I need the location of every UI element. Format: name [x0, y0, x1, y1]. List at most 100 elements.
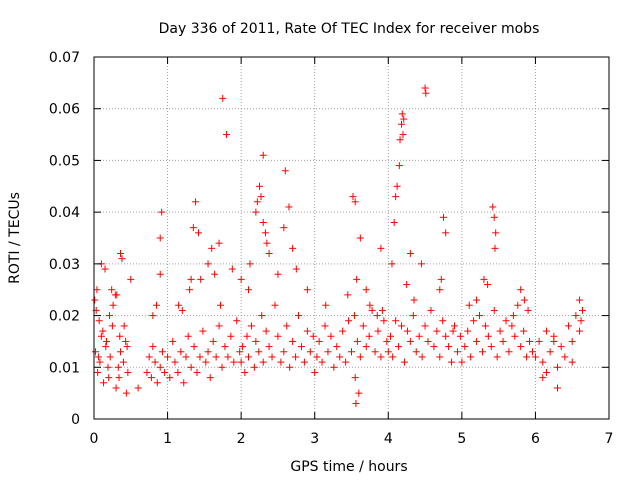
- data-point: [572, 312, 580, 320]
- data-point: [252, 208, 260, 216]
- data-point: [467, 353, 475, 361]
- data-point: [292, 265, 300, 273]
- data-point: [227, 332, 235, 340]
- data-point: [193, 368, 201, 376]
- data-point: [490, 213, 498, 221]
- data-point: [277, 358, 285, 366]
- data-point: [377, 353, 385, 361]
- data-point: [103, 337, 111, 345]
- data-point: [174, 368, 182, 376]
- data-point: [362, 286, 370, 294]
- data-point: [280, 224, 288, 232]
- data-point: [473, 337, 481, 345]
- data-point: [410, 296, 418, 304]
- data-point: [106, 353, 114, 361]
- data-point: [259, 358, 267, 366]
- data-point: [395, 162, 403, 170]
- data-point: [164, 353, 172, 361]
- data-point: [224, 353, 232, 361]
- data-point: [528, 348, 536, 356]
- data-point: [250, 363, 258, 371]
- data-point: [554, 384, 561, 392]
- grid-lines: [94, 57, 609, 419]
- data-point: [352, 399, 360, 407]
- data-point: [169, 337, 177, 345]
- data-point: [313, 353, 321, 361]
- data-point: [297, 343, 305, 351]
- data-point: [134, 384, 142, 392]
- data-point: [247, 322, 255, 330]
- data-point: [412, 348, 420, 356]
- data-point: [233, 317, 241, 325]
- data-point: [333, 343, 341, 351]
- data-point: [187, 363, 195, 371]
- data-point: [539, 358, 547, 366]
- data-point: [184, 332, 192, 340]
- data-point: [362, 343, 370, 351]
- data-point: [524, 306, 532, 314]
- data-point: [97, 332, 105, 340]
- data-point: [398, 110, 406, 118]
- data-point: [123, 343, 131, 351]
- data-point: [105, 374, 113, 382]
- data-point: [353, 337, 361, 345]
- data-point: [421, 84, 429, 92]
- data-point: [568, 358, 576, 366]
- data-point: [561, 353, 569, 361]
- data-point: [514, 301, 522, 309]
- data-point: [568, 337, 576, 345]
- data-point: [105, 312, 113, 320]
- data-point: [542, 327, 550, 335]
- data-point: [311, 368, 319, 376]
- data-point: [442, 332, 450, 340]
- data-point: [211, 270, 219, 278]
- data-point: [465, 301, 473, 309]
- data-point: [156, 270, 164, 278]
- y-tick-label: 0.01: [49, 360, 80, 376]
- data-point: [324, 348, 332, 356]
- data-point: [433, 327, 441, 335]
- data-point: [437, 275, 445, 283]
- data-point: [295, 312, 303, 320]
- data-point: [550, 337, 558, 345]
- y-axis-label: ROTI / TECUs: [7, 192, 23, 284]
- x-tick-label: 5: [457, 431, 466, 447]
- y-tick-label: 0.03: [49, 257, 80, 273]
- data-point: [182, 353, 190, 361]
- data-point: [330, 363, 338, 371]
- data-point: [111, 291, 119, 299]
- data-point: [209, 337, 217, 345]
- data-point: [417, 260, 425, 268]
- data-point: [180, 379, 188, 387]
- data-point: [351, 374, 359, 382]
- y-tick-label: 0.05: [49, 153, 80, 169]
- data-point: [256, 182, 264, 190]
- data-point: [255, 348, 263, 356]
- data-point: [190, 343, 198, 351]
- data-point: [318, 358, 326, 366]
- data-point: [171, 358, 179, 366]
- data-point: [237, 358, 245, 366]
- data-point: [396, 136, 404, 144]
- data-point: [378, 306, 386, 314]
- data-point: [280, 348, 288, 356]
- data-point: [406, 250, 414, 258]
- x-tick-label: 4: [384, 431, 393, 447]
- data-point: [456, 332, 464, 340]
- data-point: [351, 198, 359, 206]
- data-point: [178, 306, 186, 314]
- data-point: [499, 337, 507, 345]
- data-point: [502, 317, 510, 325]
- data-point: [554, 363, 561, 371]
- data-point: [215, 239, 223, 247]
- data-point: [116, 250, 124, 258]
- data-point: [453, 348, 461, 356]
- data-point: [196, 353, 204, 361]
- data-point: [262, 327, 270, 335]
- data-point: [109, 301, 117, 309]
- data-point: [219, 94, 227, 102]
- data-point: [116, 332, 124, 340]
- data-point: [577, 317, 585, 325]
- data-point: [403, 327, 411, 335]
- data-point: [149, 312, 157, 320]
